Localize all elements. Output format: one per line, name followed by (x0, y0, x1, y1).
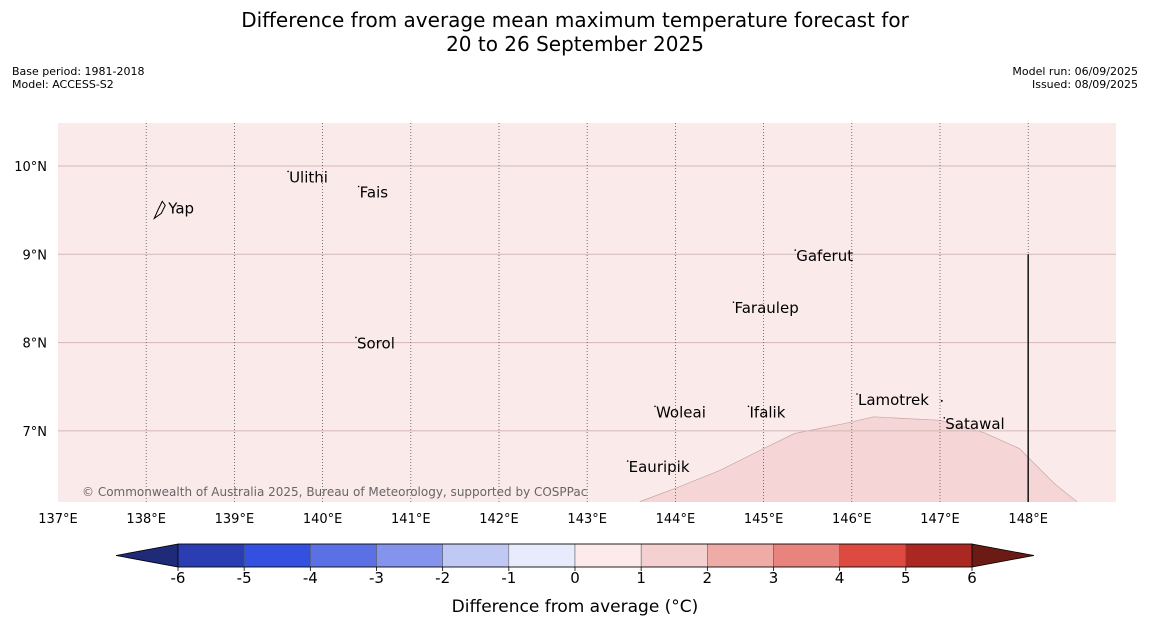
colorbar-tick-label: 2 (703, 569, 713, 587)
islet-marker-icon (940, 399, 943, 402)
place-yap: Yap (153, 199, 194, 220)
lon-tick-label: 148°E (1008, 512, 1048, 527)
place-label: Gaferut (796, 247, 853, 265)
map-panel: Yap Ulithi Fais Gaferut Faraulep Sorol Woleai I… (14, 123, 1116, 527)
island-marker-icon (794, 249, 797, 251)
colorbar-tick-label: -5 (237, 569, 252, 587)
island-marker-icon (856, 393, 858, 395)
lon-tick-label: 144°E (656, 512, 696, 527)
colorbar-tick-label: 3 (769, 569, 779, 587)
island-marker-icon (943, 417, 946, 419)
island-marker-icon (355, 336, 357, 339)
colorbar-tick-label: 0 (570, 569, 580, 587)
place-ulithi: Ulithi (287, 168, 328, 186)
place-gaferut: Gaferut (794, 247, 853, 265)
island-outline-icon (153, 200, 166, 220)
island-marker-icon (626, 460, 629, 462)
colorbar-under-arrow (115, 543, 179, 568)
title-line-1: Difference from average mean maximum tem… (241, 8, 909, 32)
colorbar-segment (508, 543, 576, 568)
lon-tick-label: 139°E (215, 512, 255, 527)
model-name: Model: ACCESS-S2 (12, 78, 114, 91)
colorbar-segment (177, 543, 245, 568)
colorbar-segment (839, 543, 907, 568)
colorbar-tick-label: 4 (835, 569, 845, 587)
island-marker-icon (287, 170, 289, 173)
place-label: Sorol (357, 334, 395, 352)
place-label: Ulithi (289, 168, 328, 186)
lon-tick-label: 137°E (38, 512, 78, 527)
colorbar-tick-label: 5 (901, 569, 911, 587)
island-marker-icon (732, 301, 735, 303)
title-line-2: 20 to 26 September 2025 (446, 32, 704, 56)
lat-tick-label: 7°N (23, 425, 48, 440)
colorbar-tick-label: 6 (967, 569, 977, 587)
colorbar-over-arrow (971, 543, 1035, 568)
colorbar-tick-label: -1 (501, 569, 516, 587)
colorbar-title: Difference from average (°C) (452, 597, 699, 617)
place-fais: Fais (357, 183, 389, 201)
colorbar-tick-label: -6 (171, 569, 186, 587)
colorbar-tick-label: -4 (303, 569, 318, 587)
place-label: Yap (167, 199, 194, 217)
lat-tick-label: 9°N (23, 248, 48, 263)
map-content: Yap Ulithi Fais Gaferut Faraulep Sorol Woleai I… (58, 123, 1116, 502)
lon-tick-label: 143°E (567, 512, 607, 527)
base-period: Base period: 1981-2018 (12, 65, 145, 78)
run-info: Model run: 06/09/2025 Issued: 08/09/2025 (1012, 65, 1138, 91)
colorbar-segment (376, 543, 443, 568)
place-label: Fais (360, 183, 389, 201)
lon-tick-label: 140°E (303, 512, 343, 527)
colorbar-segment (442, 543, 510, 568)
island-marker-icon (357, 185, 360, 188)
colorbar-segment (310, 543, 377, 568)
lon-tick-label: 147°E (920, 512, 960, 527)
anomaly-region (639, 416, 1078, 502)
place-label: Ifalik (749, 403, 785, 421)
place-label: Eauripik (629, 458, 690, 476)
lat-tick-label: 10°N (14, 160, 47, 175)
colorbar-segment (707, 543, 774, 568)
place-label: Satawal (945, 415, 1004, 433)
colorbar-segment (640, 543, 708, 568)
place-woleai: Woleai (654, 403, 706, 421)
colorbar: -6 -5 -4 -3 -2 -1 0 1 2 3 4 5 6 Difference from avera… (115, 543, 1035, 617)
base-info: Base period: 1981-2018 Model: ACCESS-S2 (12, 65, 144, 91)
place-ifalik: Ifalik (747, 403, 786, 421)
lon-tick-label: 138°E (126, 512, 166, 527)
lon-tick-label: 145°E (744, 512, 784, 527)
island-marker-icon (654, 405, 656, 408)
colorbar-tick-label: -3 (369, 569, 384, 587)
place-label: Woleai (656, 403, 706, 421)
colorbar-tick-label: 1 (636, 569, 646, 587)
island-marker-icon (747, 405, 750, 408)
colorbar-segment (773, 543, 840, 568)
lon-tick-label: 146°E (832, 512, 872, 527)
model-run-date: Model run: 06/09/2025 (1012, 65, 1138, 78)
colorbar-segment (243, 543, 311, 568)
lat-tick-label: 8°N (23, 337, 48, 352)
lon-tick-label: 141°E (391, 512, 431, 527)
place-faraulep: Faraulep (732, 299, 799, 317)
chart-title: Difference from average mean maximum tem… (0, 8, 1150, 56)
lon-tick-label: 142°E (479, 512, 519, 527)
place-label: Faraulep (734, 299, 798, 317)
place-satawal: Satawal (943, 415, 1005, 433)
issued-date: Issued: 08/09/2025 (1031, 78, 1138, 91)
place-sorol: Sorol (355, 334, 395, 352)
copyright-notice: © Commonwealth of Australia 2025, Bureau… (82, 485, 587, 499)
colorbar-segment (905, 543, 973, 568)
colorbar-tick-label: -2 (435, 569, 450, 587)
place-label: Lamotrek (858, 391, 929, 409)
colorbar-segment (574, 543, 642, 568)
place-eauripik: Eauripik (626, 458, 690, 476)
place-lamotrek: Lamotrek (856, 391, 929, 409)
